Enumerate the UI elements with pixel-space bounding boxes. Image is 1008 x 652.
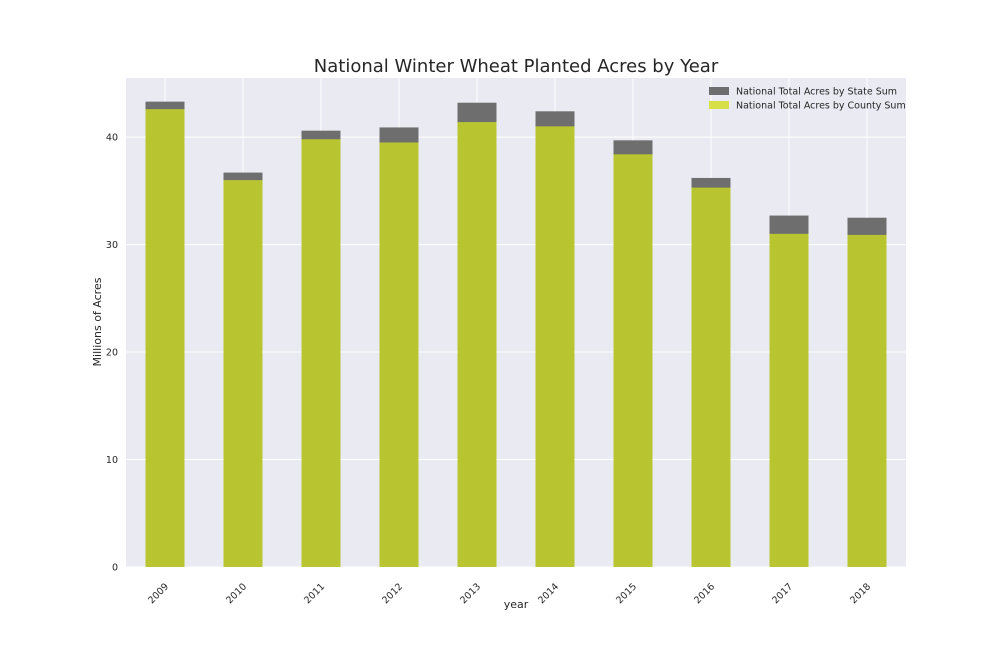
bars-layer — [145, 101, 887, 568]
bar-county-sum — [145, 109, 185, 568]
legend: National Total Acres by State Sum Nation… — [709, 87, 906, 112]
bar-county-sum — [613, 154, 653, 568]
legend-label-county-sum: National Total Acres by County Sum — [736, 101, 906, 112]
x-tick-label: 2013 — [458, 581, 483, 606]
bar-county-sum — [769, 233, 809, 568]
y-tick-label: 30 — [106, 240, 118, 251]
y-tick-label: 20 — [106, 348, 118, 359]
x-tick-label: 2009 — [146, 581, 171, 606]
bar-county-sum — [379, 142, 419, 567]
legend-swatch-state-sum — [709, 87, 729, 95]
x-tick-label: 2018 — [848, 581, 873, 606]
bar-county-sum — [535, 126, 575, 567]
bar-county-sum — [301, 139, 341, 567]
chart-title: National Winter Wheat Planted Acres by Y… — [314, 56, 719, 77]
x-axis-label: year — [504, 598, 529, 611]
x-tick-label: 2016 — [692, 581, 717, 606]
bar-county-sum — [457, 122, 497, 568]
bar-county-sum — [691, 187, 731, 567]
x-tick-label: 2014 — [536, 581, 561, 606]
y-tick-label: 10 — [106, 455, 118, 466]
x-tick-label: 2010 — [224, 581, 249, 606]
y-tick-label: 40 — [106, 133, 118, 144]
x-tick-label: 2017 — [770, 581, 795, 606]
y-tick-label: 0 — [112, 563, 118, 574]
bar-county-sum — [223, 180, 263, 567]
bar-county-sum — [847, 234, 887, 567]
legend-label-state-sum: National Total Acres by State Sum — [736, 87, 897, 98]
y-axis-label: Millions of Acres — [91, 277, 104, 366]
x-tick-label: 2011 — [302, 581, 327, 606]
y-axis-ticks: 0 10 20 30 40 — [106, 133, 118, 574]
legend-swatch-county-sum — [709, 101, 729, 109]
x-tick-label: 2015 — [614, 581, 639, 606]
x-tick-label: 2012 — [380, 581, 405, 606]
